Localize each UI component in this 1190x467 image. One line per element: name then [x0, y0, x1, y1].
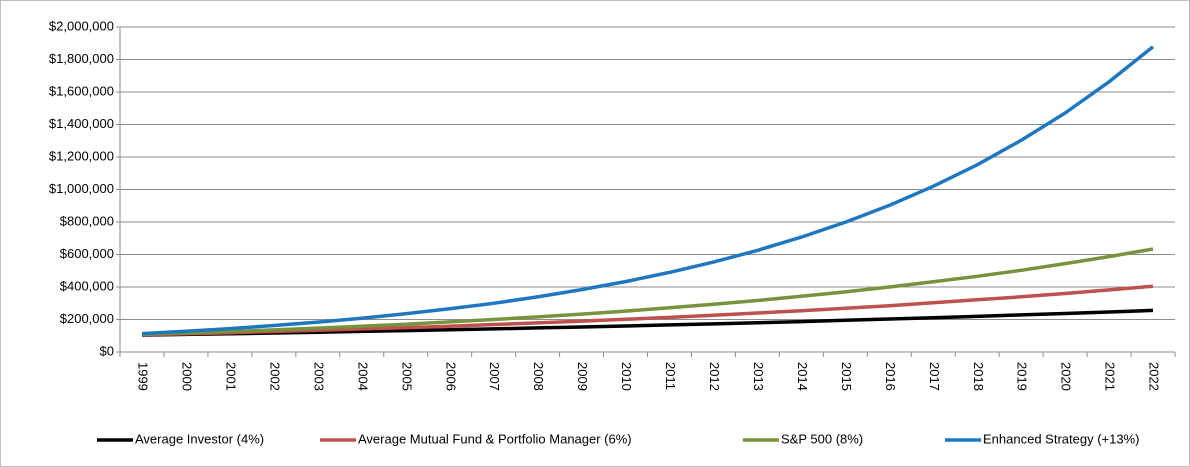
x-tick-label: 2018 [971, 362, 986, 391]
x-tick-label: 2014 [795, 362, 810, 391]
legend-label: Average Investor (4%) [135, 431, 264, 446]
x-tick-label: 2006 [443, 362, 458, 391]
x-tick-label: 2001 [223, 362, 238, 391]
series-line [141, 284, 1154, 337]
y-tick-label: $400,000 [60, 278, 114, 293]
x-tick-label: 2005 [399, 362, 414, 391]
x-tick-label: 2009 [575, 362, 590, 391]
x-tick-label: 2010 [619, 362, 634, 391]
y-tick-label: $200,000 [60, 311, 114, 326]
x-tick-label: 2021 [1103, 362, 1118, 391]
legend-label: S&P 500 (8%) [781, 431, 863, 446]
y-tick-label: $1,400,000 [49, 116, 114, 131]
y-tick-label: $1,800,000 [49, 51, 114, 66]
x-tick-label: 1999 [136, 362, 151, 391]
y-tick-label: $600,000 [60, 246, 114, 261]
y-tick-label: $2,000,000 [49, 18, 114, 33]
series-line [141, 45, 1155, 336]
y-tick-label: $800,000 [60, 213, 114, 228]
y-tick-label: $1,000,000 [49, 181, 114, 196]
y-tick-label: $1,600,000 [49, 83, 114, 98]
legend-label: Enhanced Strategy (+13%) [983, 431, 1139, 446]
series-line [141, 308, 1154, 337]
x-tick-label: 2022 [1147, 362, 1162, 391]
x-tick-label: 2017 [927, 362, 942, 391]
x-tick-label: 2012 [707, 362, 722, 391]
y-tick-label: $0 [100, 343, 114, 358]
x-tick-label: 2019 [1015, 362, 1030, 391]
x-tick-label: 2000 [180, 362, 195, 391]
x-tick-label: 2004 [355, 362, 370, 391]
x-tick-label: 2020 [1059, 362, 1074, 391]
x-tick-label: 2007 [487, 362, 502, 391]
x-tick-label: 2015 [839, 362, 854, 391]
x-tick-label: 2016 [883, 362, 898, 391]
legend-label: Average Mutual Fund & Portfolio Manager … [358, 431, 632, 446]
x-tick-label: 2011 [663, 362, 678, 390]
x-tick-label: 2002 [267, 362, 282, 391]
x-tick-label: 2008 [531, 362, 546, 391]
x-tick-label: 2013 [751, 362, 766, 391]
y-tick-label: $1,200,000 [49, 148, 114, 163]
series-line [141, 247, 1154, 337]
x-tick-label: 2003 [311, 362, 326, 391]
